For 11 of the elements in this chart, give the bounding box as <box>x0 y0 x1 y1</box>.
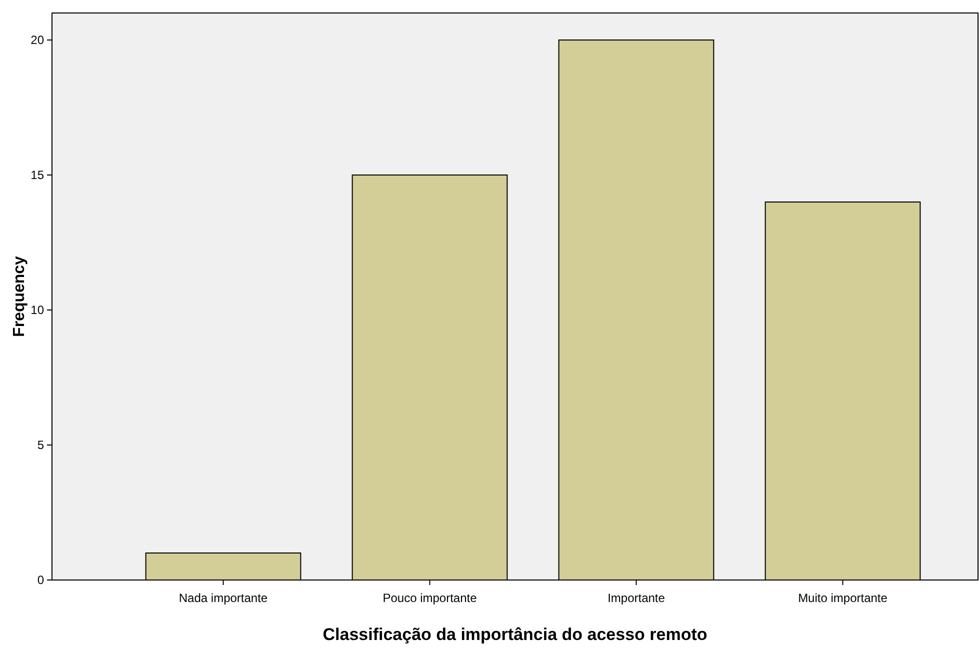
x-tick-label: Muito importante <box>798 591 888 605</box>
y-tick-label: 15 <box>30 168 44 182</box>
y-axis-title: Frequency <box>11 256 28 337</box>
y-tick-label: 20 <box>30 33 44 48</box>
x-tick-label: Nada importante <box>178 591 268 605</box>
y-tick-label: 5 <box>37 438 44 452</box>
x-tick-label: Pouco importante <box>382 591 478 605</box>
x-tick-label: Importante <box>608 591 666 605</box>
x-axis-title: Classificação da importância do acesso remoto <box>322 625 708 644</box>
y-tick-label: 0 <box>37 573 44 588</box>
y-tick-label: 10 <box>30 303 44 318</box>
